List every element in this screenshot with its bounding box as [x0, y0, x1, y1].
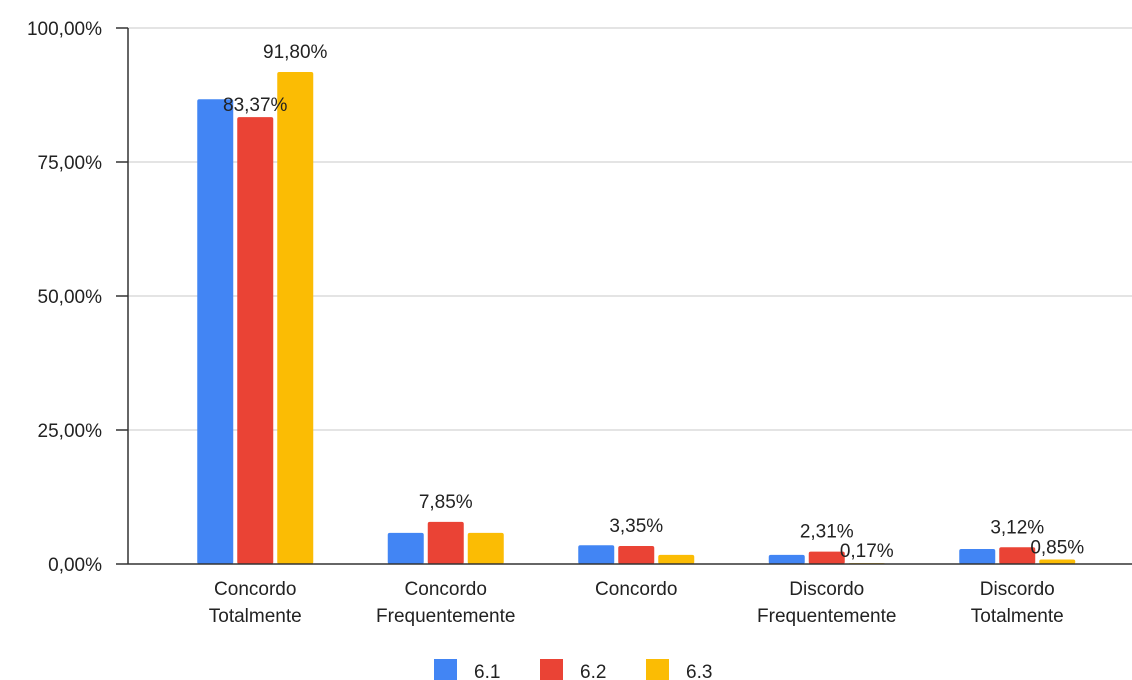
y-tick-label: 25,00%: [38, 421, 103, 442]
data-labels: 83,37% 91,80% 7,85% 3,35% 2,31%0,17% 3,12%0,8…: [223, 42, 1084, 562]
x-tick-label: Discordo: [789, 579, 864, 600]
data-label: 0,85%: [1030, 537, 1084, 558]
data-label: 7,85%: [419, 492, 473, 513]
x-axis: Concordo Totalmente Concordo Frequentemente…: [128, 563, 1132, 627]
legend-label: 6.3: [686, 662, 712, 680]
bar-6.3-4: [1039, 559, 1076, 564]
data-label: 83,37%: [223, 95, 288, 116]
bar-6.2-4: [999, 547, 1036, 564]
y-axis: 0,00% 25,00% 50,00% 75,00% 100,00%: [27, 19, 129, 576]
data-label: 3,12%: [990, 517, 1044, 538]
y-tick-label: 0,00%: [48, 555, 102, 576]
bar-6.3-1: [467, 532, 504, 564]
data-label: 3,35%: [609, 516, 663, 537]
x-tick-label: Concordo: [595, 579, 677, 600]
y-tick-label: 75,00%: [38, 153, 103, 174]
legend-label: 6.1: [474, 662, 500, 680]
y-tick-label: 50,00%: [38, 287, 103, 308]
x-tick-label: Totalmente: [971, 606, 1064, 627]
bar-6.3-0: [277, 71, 314, 565]
bars: [197, 71, 1076, 565]
legend-swatch-6.1: [434, 659, 457, 680]
legend: 6.1 6.2 6.3: [434, 659, 712, 680]
x-tick-label: Totalmente: [209, 606, 302, 627]
bar-6.1-2: [578, 545, 615, 564]
bar-6.2-3: [808, 551, 845, 564]
y-tick-label: 100,00%: [27, 19, 102, 40]
bar-6.1-1: [387, 532, 424, 564]
x-tick-label: Concordo: [405, 579, 487, 600]
data-label: 2,31%: [800, 522, 854, 543]
bar-6.2-1: [427, 521, 464, 564]
bar-6.2-2: [618, 546, 655, 564]
data-label: 0,17%: [840, 541, 894, 562]
legend-label: 6.2: [580, 662, 606, 680]
x-tick-label: Frequentemente: [757, 606, 896, 627]
x-tick-label: Concordo: [214, 579, 296, 600]
bar-6.2-0: [237, 117, 274, 564]
bar-6.1-4: [959, 548, 996, 564]
bar-6.3-2: [658, 554, 695, 564]
bar-6.1-3: [768, 554, 805, 564]
bar-6.1-0: [197, 99, 234, 565]
legend-swatch-6.3: [646, 659, 669, 680]
x-tick-label: Discordo: [980, 579, 1055, 600]
legend-swatch-6.2: [540, 659, 563, 680]
data-label: 91,80%: [263, 42, 328, 63]
x-tick-label: Frequentemente: [376, 606, 515, 627]
